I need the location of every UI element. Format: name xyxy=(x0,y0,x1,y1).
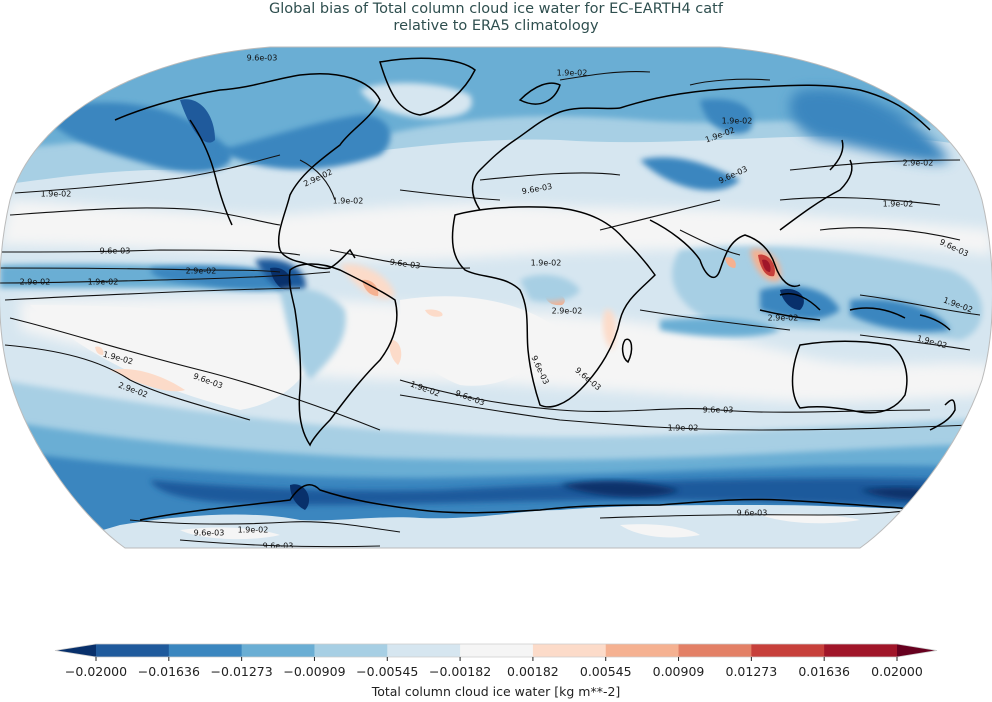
colorbar-title: Total column cloud ice water [kg m**-2] xyxy=(371,684,621,699)
bias-field: 9.6e-03 1.9e-02 1.9e-02 1.9e-02 9.6e-03 2.9e-… xyxy=(0,47,992,551)
contour-label: 1.9e-02 xyxy=(722,117,753,126)
colorbar-tick-label: −0.02000 xyxy=(64,664,128,679)
contour-label: 2.9e-02 xyxy=(768,314,799,323)
colorbar-segment xyxy=(314,644,388,657)
contour-label: 1.9e-02 xyxy=(668,424,699,433)
contour-label: 2.9e-02 xyxy=(20,278,51,287)
chart-title-line2: relative to ERA5 climatology xyxy=(393,18,599,34)
contour-label: 1.9e-02 xyxy=(557,69,588,78)
colorbar-segment xyxy=(751,644,825,657)
contour-label: 1.9e-02 xyxy=(333,197,364,206)
colorbar-tick-label: 0.01636 xyxy=(798,664,851,679)
contour-label: 9.6e-03 xyxy=(389,257,421,270)
colorbar-tick-label: −0.00545 xyxy=(356,664,419,679)
colorbar-segment xyxy=(96,644,170,657)
colorbar-tick-label: 0.01273 xyxy=(725,664,778,679)
colorbar-segment xyxy=(168,644,243,657)
contour-label: 9.6e-03 xyxy=(263,542,294,551)
contour-label: 9.6e-03 xyxy=(194,529,225,538)
contour-label: 9.6e-03 xyxy=(247,54,278,63)
colorbar-extend-max xyxy=(897,644,937,657)
colorbar xyxy=(54,643,938,661)
chart-title-line1: Global bias of Total column cloud ice wa… xyxy=(269,1,723,17)
colorbar-tick-label: 0.02000 xyxy=(871,664,923,679)
contour-label: 9.6e-03 xyxy=(737,509,768,518)
colorbar-segment xyxy=(387,644,461,657)
colorbar-tick-label: −0.00182 xyxy=(428,664,492,679)
colorbar-tick-label: −0.01636 xyxy=(137,664,200,679)
colorbar-segment xyxy=(824,644,898,657)
contour-label: 1.9e-02 xyxy=(238,526,269,535)
colorbar-tick-label: 0.00909 xyxy=(652,664,705,679)
colorbar-tick-label: −0.00909 xyxy=(283,664,346,679)
colorbar-segment xyxy=(241,644,315,657)
colorbar-tick-label: 0.00545 xyxy=(579,664,632,679)
contour-label: 9.6e-03 xyxy=(100,247,131,256)
colorbar-segment xyxy=(605,644,680,657)
colorbar-segment xyxy=(678,644,752,657)
map-plot: 9.6e-03 1.9e-02 1.9e-02 1.9e-02 9.6e-03 2.9e-… xyxy=(0,46,992,551)
contour-label: 9.6e-03 xyxy=(703,406,734,415)
contour-label: 1.9e-02 xyxy=(41,190,72,199)
colorbar-extend-min xyxy=(55,644,96,657)
colorbar-tick-label: −0.01273 xyxy=(210,664,273,679)
contour-label: 1.9e-02 xyxy=(531,259,562,268)
colorbar-segment xyxy=(460,644,534,657)
contour-label: 2.9e-02 xyxy=(186,267,217,276)
colorbar-tick-label: 0.00182 xyxy=(507,664,559,679)
contour-label: 2.9e-02 xyxy=(552,307,583,316)
map-border xyxy=(0,46,992,549)
coastlines xyxy=(114,57,961,521)
colorbar-segment xyxy=(532,644,607,657)
contour-label: 1.9e-02 xyxy=(883,200,914,209)
contour-label: 2.9e-02 xyxy=(903,159,934,168)
contour-label: 1.9e-02 xyxy=(88,278,119,287)
